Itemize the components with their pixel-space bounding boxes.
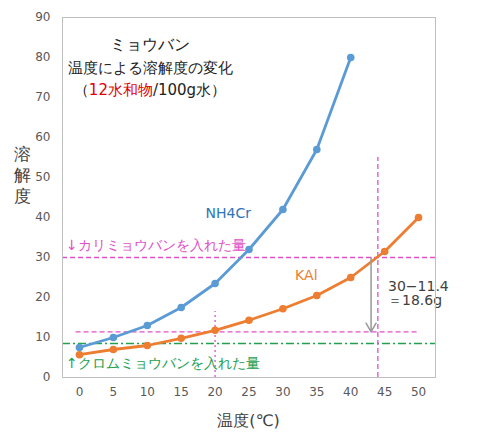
svg-text:↓カリミョウバンを入れた量: ↓カリミョウバンを入れた量 — [66, 237, 246, 253]
svg-text:80: 80 — [35, 50, 50, 64]
svg-text:溶: 溶 — [14, 144, 31, 164]
svg-text:KAl: KAl — [295, 267, 317, 283]
svg-text:30: 30 — [275, 385, 290, 399]
svg-text:0: 0 — [76, 385, 84, 399]
svg-text:35: 35 — [309, 385, 324, 399]
svg-text:10: 10 — [140, 385, 155, 399]
svg-text:温度(℃): 温度(℃) — [217, 411, 279, 430]
svg-text:90: 90 — [35, 10, 50, 24]
svg-text:0: 0 — [43, 370, 51, 384]
svg-text:15: 15 — [174, 385, 189, 399]
svg-text:50: 50 — [411, 385, 426, 399]
svg-text:度: 度 — [14, 186, 31, 206]
svg-text:温度による溶解度の変化: 温度による溶解度の変化 — [68, 59, 233, 77]
svg-text:ミョウバン: ミョウバン — [110, 35, 190, 54]
svg-text:50: 50 — [35, 170, 50, 184]
svg-text:40: 40 — [343, 385, 358, 399]
svg-text:40: 40 — [35, 210, 50, 224]
svg-text:25: 25 — [241, 385, 256, 399]
svg-text:20: 20 — [207, 385, 222, 399]
svg-text:70: 70 — [35, 90, 50, 104]
svg-text:10: 10 — [35, 330, 50, 344]
svg-text:60: 60 — [35, 130, 50, 144]
svg-text:5: 5 — [110, 385, 118, 399]
svg-text:45: 45 — [377, 385, 392, 399]
svg-text:↑クロムミョウバンを入れた量: ↑クロムミョウバンを入れた量 — [66, 355, 260, 371]
svg-text:NH4Cr: NH4Cr — [206, 205, 252, 221]
svg-text:20: 20 — [35, 290, 50, 304]
svg-text:30: 30 — [35, 250, 50, 264]
svg-text:（12水和物/100g水）: （12水和物/100g水） — [74, 81, 226, 99]
svg-text:30−11.4＝18.6g: 30−11.4＝18.6g — [388, 278, 449, 308]
svg-text:解: 解 — [14, 165, 31, 185]
